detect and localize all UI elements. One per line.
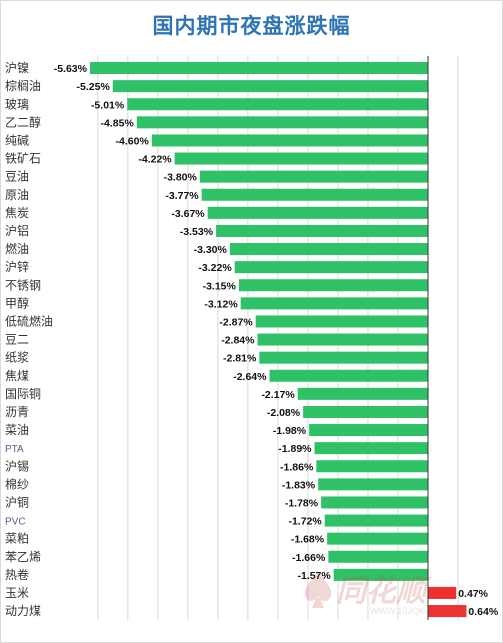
category-label: 菜粕: [5, 531, 29, 546]
data-label: -5.63%: [54, 63, 88, 75]
watermark-url: WWW.10JQKA.COM.CN: [370, 606, 471, 616]
category-label: 沪锌: [5, 260, 29, 274]
bar: [240, 297, 428, 310]
data-label: -1.68%: [291, 534, 325, 546]
data-label: -1.72%: [288, 516, 322, 528]
bar: [127, 98, 429, 111]
category-label: 动力煤: [5, 604, 41, 618]
data-label: -1.78%: [285, 497, 319, 509]
data-label: -2.08%: [267, 407, 301, 419]
bar: [234, 261, 428, 274]
category-label: 焦煤: [5, 369, 29, 383]
data-label: -2.64%: [233, 371, 267, 383]
category-label: 沪锡: [5, 458, 29, 473]
data-label: -3.80%: [164, 172, 198, 184]
data-label: -2.84%: [221, 335, 255, 347]
data-label: -4.85%: [101, 117, 135, 129]
data-label: -3.77%: [165, 190, 199, 202]
category-label: 甲醇: [5, 295, 29, 310]
data-label: -4.22%: [138, 154, 172, 166]
data-label: -4.60%: [116, 135, 150, 147]
bar: [303, 405, 428, 418]
bar: [229, 243, 428, 256]
data-label: -3.22%: [198, 262, 232, 274]
data-label: -3.53%: [180, 226, 214, 238]
data-label: -5.01%: [91, 99, 125, 111]
category-label: 原油: [5, 188, 29, 202]
category-label: 玻璃: [5, 97, 29, 111]
category-label: 沪铜: [5, 494, 29, 509]
category-label: PTA: [5, 444, 24, 455]
category-label: 沪镍: [5, 61, 29, 75]
bar: [314, 442, 428, 455]
data-label: -3.15%: [203, 280, 237, 292]
bar: [269, 369, 428, 382]
bar: [333, 568, 428, 581]
category-label: 燃油: [5, 241, 29, 256]
category-label: 菜油: [5, 423, 29, 437]
bar: [318, 478, 428, 491]
category-label: 豆二: [5, 333, 29, 347]
data-label: -2.17%: [261, 389, 295, 401]
bar: [428, 605, 467, 618]
bar: [327, 532, 428, 545]
bar: [297, 387, 428, 400]
bar: [207, 206, 428, 219]
bar: [328, 550, 428, 563]
category-label: 沪铝: [5, 223, 29, 238]
data-label: 0.64%: [468, 606, 498, 618]
data-label: 0.47%: [458, 588, 488, 600]
category-label: 国际铜: [5, 386, 41, 401]
bar: [324, 514, 428, 527]
data-label: -1.83%: [282, 479, 316, 491]
data-label: -1.57%: [297, 570, 331, 582]
category-label: 纸浆: [5, 350, 29, 365]
bar: [255, 315, 428, 328]
data-label: -1.89%: [278, 443, 312, 455]
chart-title: 国内期市夜盘涨跌幅: [152, 13, 351, 38]
data-label: -1.98%: [273, 425, 307, 437]
bar: [112, 80, 428, 93]
category-label: 纯碱: [5, 133, 29, 147]
data-label: -3.30%: [194, 244, 228, 256]
bar: [90, 62, 428, 75]
bar: [309, 424, 428, 437]
category-label: 沥青: [5, 405, 29, 419]
bar: [428, 586, 457, 599]
bar: [257, 333, 428, 346]
bar: [316, 460, 428, 473]
category-label: 豆油: [5, 170, 29, 184]
spade-icon: [304, 572, 332, 608]
category-label: 铁矿石: [5, 152, 41, 166]
category-label: 棕榈油: [5, 78, 41, 93]
category-label: 热卷: [5, 567, 29, 582]
data-label: -5.25%: [77, 81, 111, 93]
bar: [151, 134, 428, 147]
category-label: 棉纱: [5, 477, 29, 491]
category-label: 低硫燃油: [5, 313, 53, 328]
bar: [321, 496, 428, 509]
data-label: -3.67%: [171, 208, 205, 220]
bar: [216, 224, 428, 237]
category-label: 苯乙烯: [5, 550, 41, 564]
data-label: -2.81%: [223, 353, 257, 365]
bar: [136, 116, 429, 129]
data-label: -2.87%: [219, 316, 253, 328]
watermark-brand: 同花顺: [336, 574, 426, 609]
bar: [259, 351, 428, 364]
category-label: 不锈钢: [5, 278, 41, 292]
bar: [199, 170, 428, 183]
data-label: -1.86%: [280, 461, 314, 473]
bar: [174, 152, 428, 165]
category-label: PVC: [5, 517, 26, 528]
bar: [238, 279, 428, 292]
data-label: -3.12%: [204, 298, 238, 310]
category-label: 玉米: [5, 586, 29, 600]
bar: [201, 188, 428, 201]
category-label: 焦炭: [5, 206, 29, 220]
data-label: -1.66%: [292, 552, 326, 564]
watermark-logo: 同花顺 WWW.10JQKA.COM.CN: [300, 566, 500, 626]
category-label: 乙二醇: [5, 114, 41, 129]
